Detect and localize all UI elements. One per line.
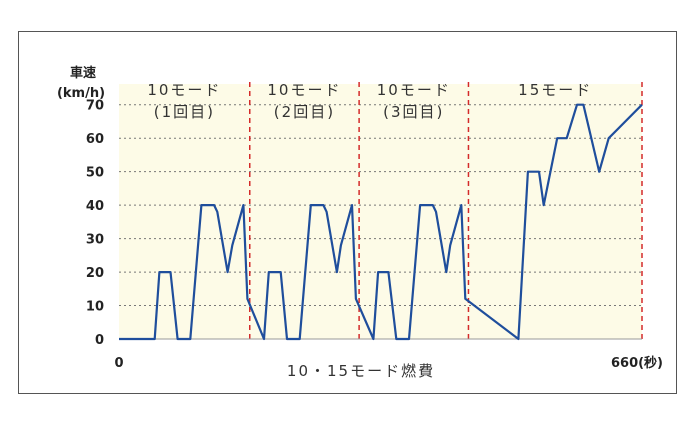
- y-tick-10: 10: [86, 300, 104, 315]
- segment-labels: 10モード (1回目) 10モード (2回目) 10モード (3回目) 15モード: [147, 81, 592, 121]
- plot-area: [119, 84, 642, 339]
- series-line-1: [119, 103, 643, 341]
- y-tick-20: 20: [86, 266, 104, 281]
- segment-4-name: 15モード: [518, 81, 592, 99]
- y-tick-60: 60: [86, 132, 104, 147]
- y-axis-ticks: 0 10 20 30 40 50 60 70: [86, 99, 104, 348]
- x-end-label: 660(秒): [611, 355, 663, 371]
- segment-2-round: (2回目): [274, 103, 335, 121]
- segment-dividers: [249, 82, 643, 339]
- segment-2-name: 10モード: [267, 81, 341, 99]
- segment-3-name: 10モード: [377, 81, 451, 99]
- segment-1-name: 10モード: [147, 81, 221, 99]
- y-axis-label-line2: (km/h): [57, 86, 105, 101]
- speed-series: [119, 103, 643, 341]
- y-tick-50: 50: [86, 166, 104, 181]
- segment-3-round: (3回目): [383, 103, 444, 121]
- y-tick-70: 70: [86, 99, 104, 114]
- x-start-label: 0: [114, 356, 123, 371]
- y-tick-40: 40: [86, 199, 104, 214]
- chart-title: 10・15モード燃費: [287, 362, 435, 380]
- y-axis-label-line1: 車速: [70, 65, 96, 81]
- chart-frame: 0 10 20 30 40 50 60 70 車速 (km/h) 10モード (1回目) 10モー…: [18, 31, 677, 394]
- y-tick-0: 0: [95, 333, 104, 348]
- y-tick-30: 30: [86, 233, 104, 248]
- segment-1-round: (1回目): [154, 103, 215, 121]
